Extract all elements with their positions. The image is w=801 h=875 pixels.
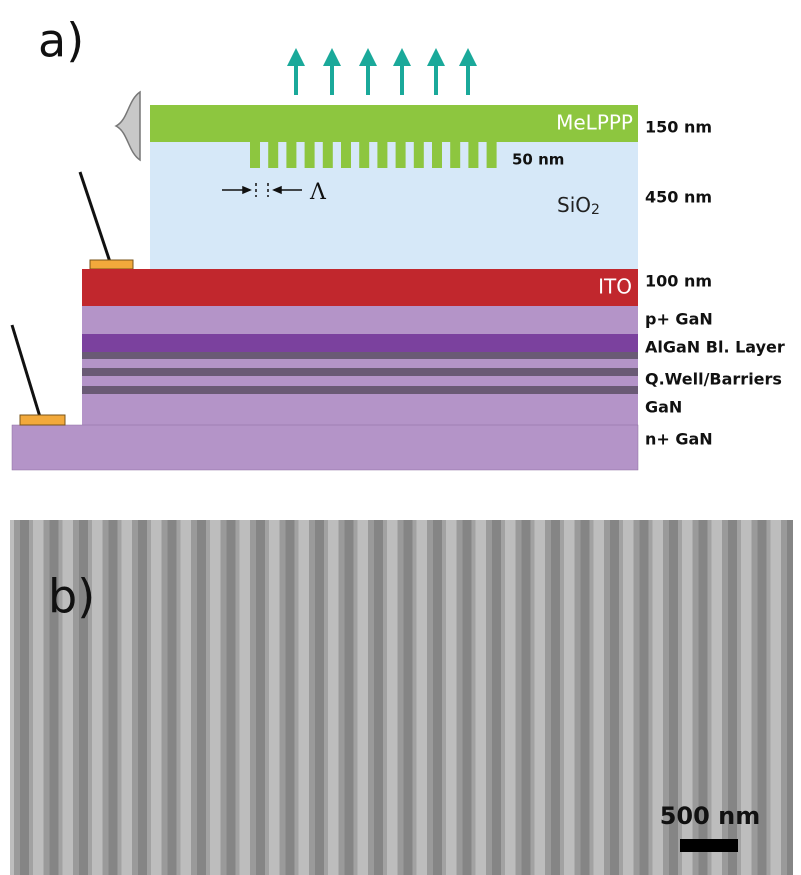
emission-arrows — [287, 48, 477, 95]
layer-name: MeLPPP — [556, 111, 633, 135]
layer-label: n+ GaN — [645, 430, 713, 449]
grating-tooth — [468, 141, 478, 168]
panel-b: b) 500 nm — [10, 520, 793, 875]
layer-label: p+ GaN — [645, 310, 713, 329]
grating-tooth — [359, 141, 369, 168]
arrow-head — [427, 48, 445, 66]
grating-tooth — [377, 141, 387, 168]
scale-bar — [680, 839, 738, 852]
grating-tooth — [268, 141, 278, 168]
grating-tooth — [414, 141, 424, 168]
grating-tooth — [250, 141, 260, 168]
grating-tooth — [432, 141, 442, 168]
wire — [80, 172, 110, 262]
period-symbol: Λ — [309, 180, 327, 205]
panel-label: b) — [48, 570, 95, 624]
thickness-label: 100 nm — [645, 272, 712, 291]
qw-layer — [82, 352, 638, 359]
grating-tooth — [450, 141, 460, 168]
arrow-head — [287, 48, 305, 66]
scale-bar-label: 500 nm — [660, 802, 761, 830]
panel-a: a) MeLPPP 50 nm Λ SiO2 ITO — [12, 14, 785, 471]
sio2-text: SiO — [557, 193, 591, 217]
layer-label: AlGaN Bl. Layer — [645, 338, 785, 357]
ngan-layer — [12, 425, 638, 470]
gan-layer — [82, 394, 638, 425]
barrier-layer — [82, 376, 638, 386]
mode-profile — [116, 92, 140, 160]
layer-label: GaN — [645, 398, 682, 417]
barrier-layer — [82, 359, 638, 368]
contact-pad — [90, 260, 133, 269]
contact-pad — [20, 415, 65, 425]
arrow-head — [323, 48, 341, 66]
arrow-head — [393, 48, 411, 66]
figure: a) MeLPPP 50 nm Λ SiO2 ITO — [0, 0, 801, 875]
qw-layer — [82, 386, 638, 394]
arrow-head — [359, 48, 377, 66]
layer-name: ITO — [598, 275, 632, 299]
pgan-layer — [82, 306, 638, 334]
thickness-label: 150 nm — [645, 118, 712, 137]
arrow-head — [459, 48, 477, 66]
ito-layer — [82, 269, 638, 306]
sio2-subscript: 2 — [591, 202, 600, 218]
grating-tooth — [286, 141, 296, 168]
grating-tooth — [487, 141, 497, 168]
wire — [12, 325, 40, 417]
thickness-label: 450 nm — [645, 188, 712, 207]
grating-tooth — [396, 141, 406, 168]
grating-tooth — [341, 141, 351, 168]
grating-tooth — [305, 141, 315, 168]
grating-height: 50 nm — [512, 151, 564, 169]
page: { "panel_a": { "label": "a)", "melppp": … — [0, 0, 801, 875]
panel-label: a) — [38, 14, 84, 68]
qw-layer — [82, 368, 638, 376]
grating-tooth — [323, 141, 333, 168]
algan-layer — [82, 334, 638, 352]
layer-label: Q.Well/Barriers — [645, 370, 782, 389]
